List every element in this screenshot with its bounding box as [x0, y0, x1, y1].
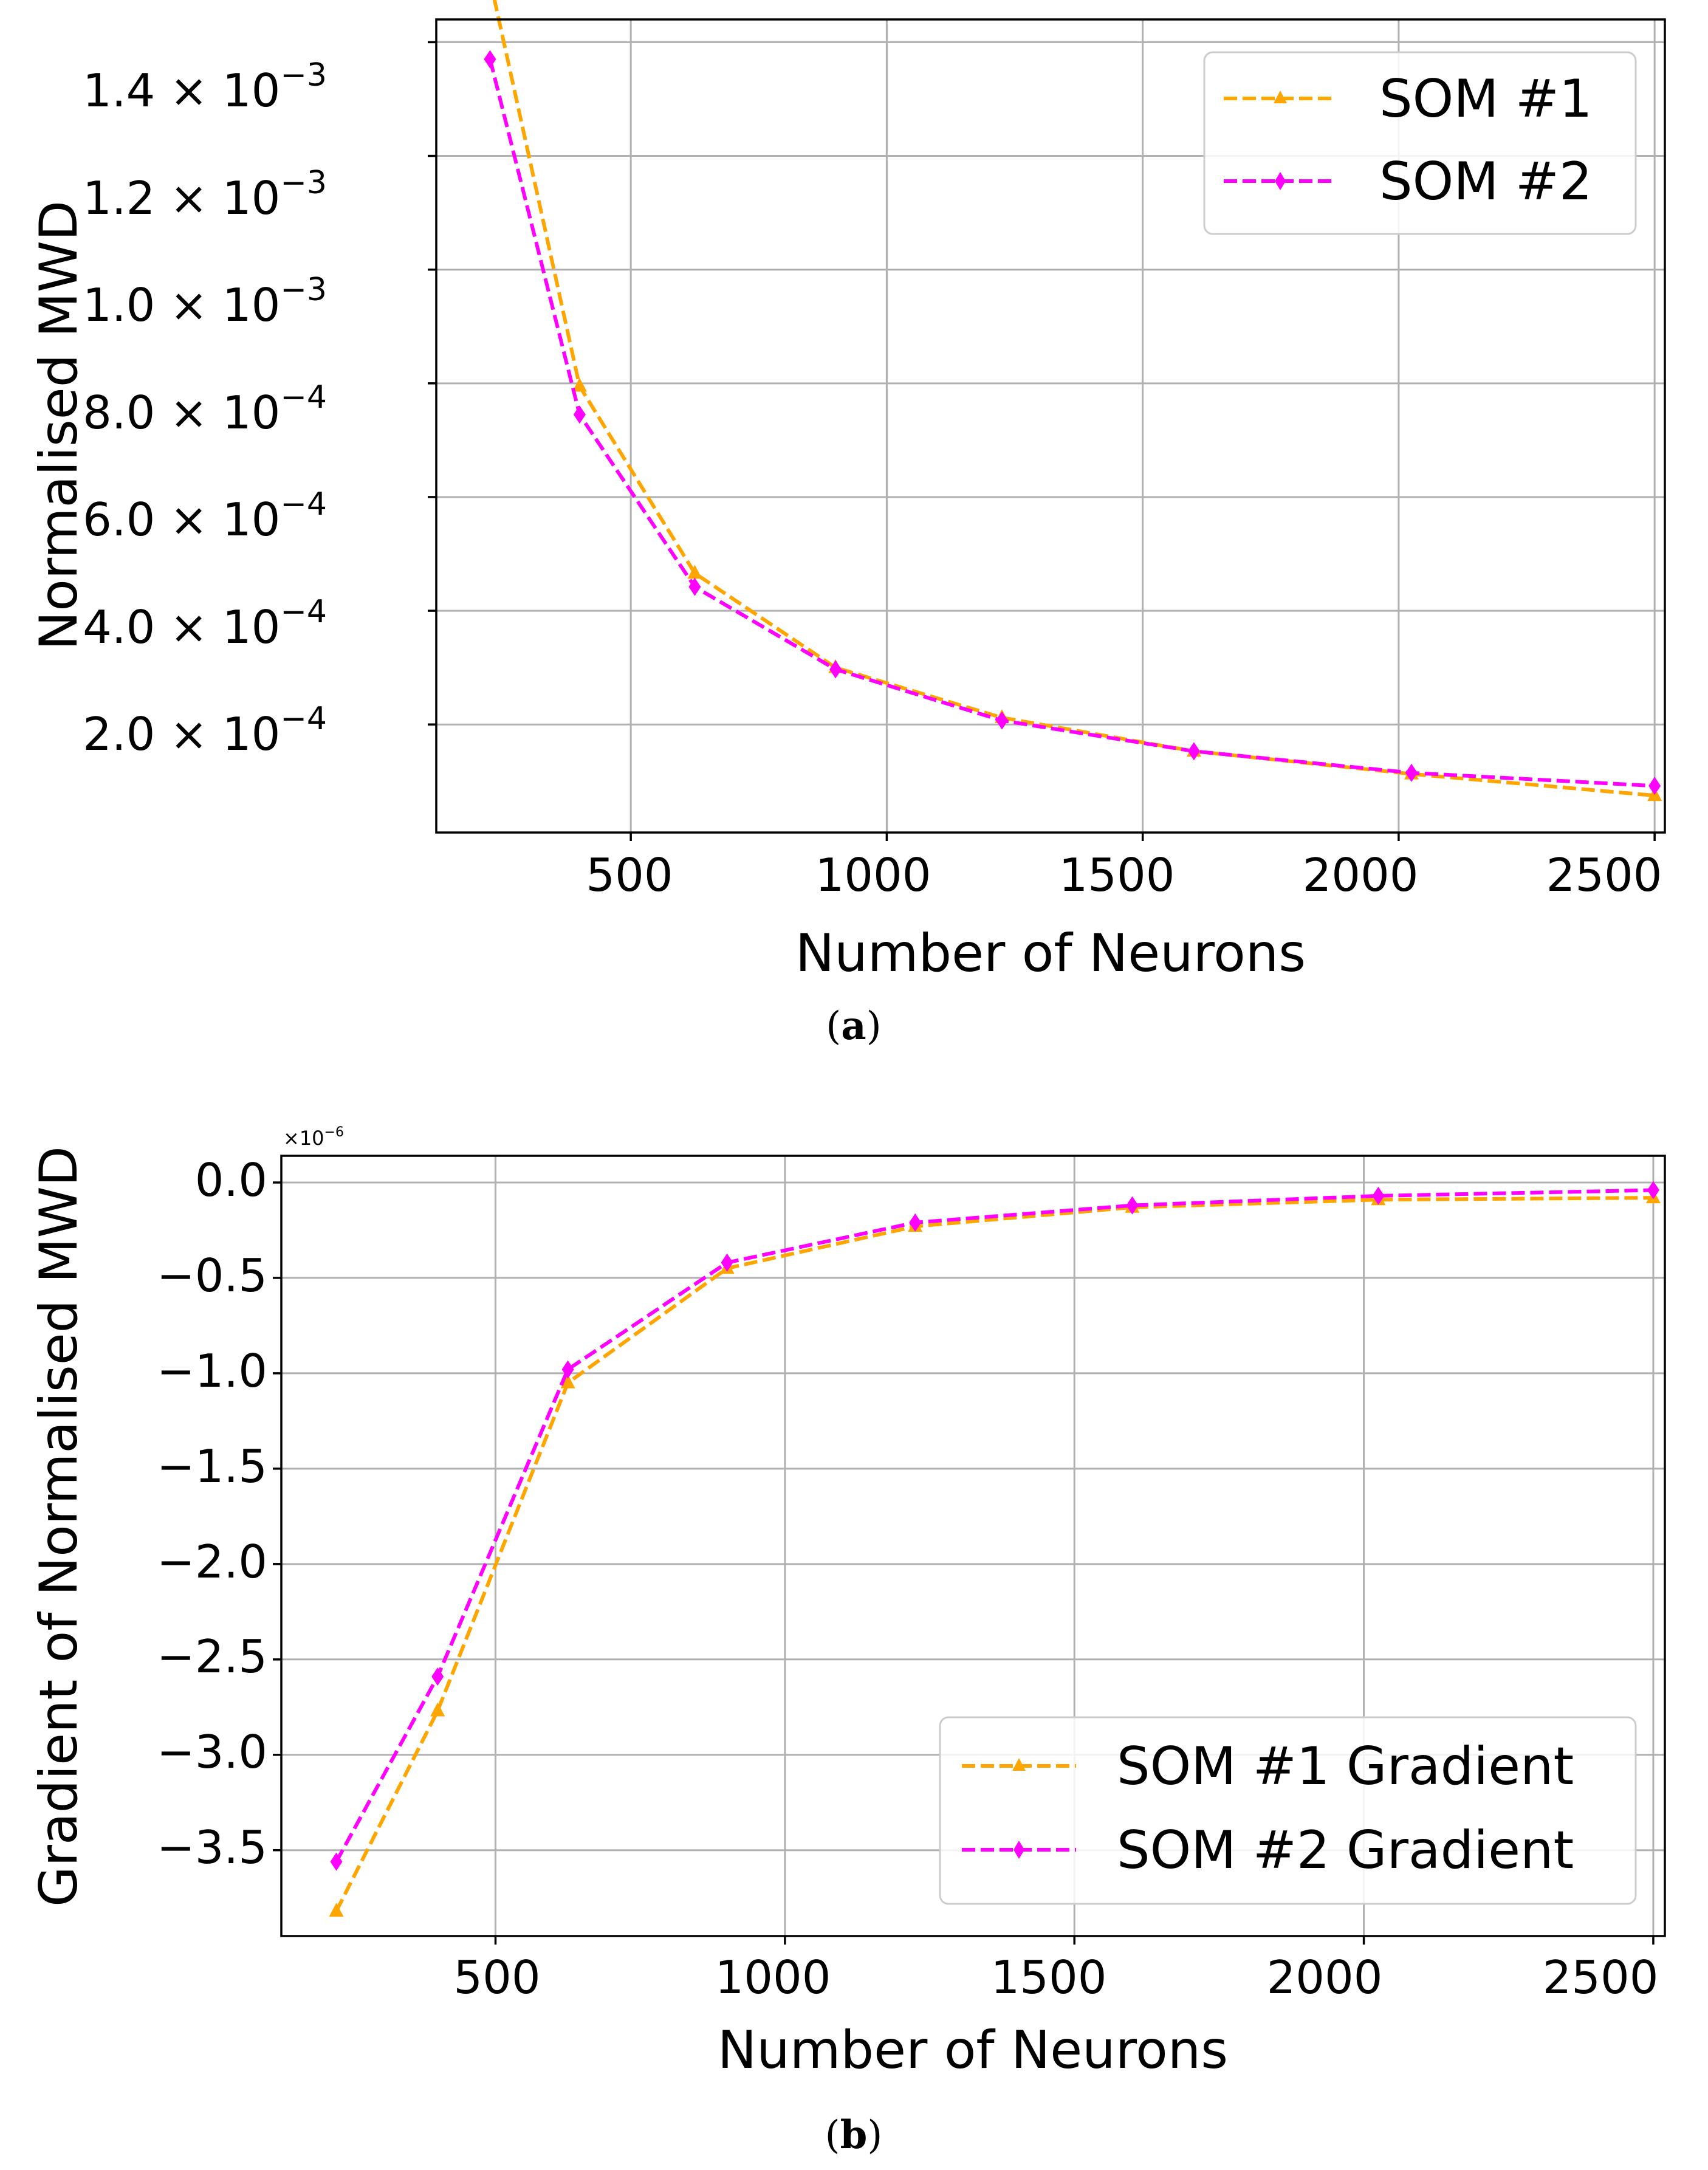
panel-a-series-2-point — [1405, 763, 1418, 782]
panel-b-ylabel: Gradient of Normalised MWD — [29, 1146, 89, 1907]
panel-a-caption: (a) — [826, 1003, 881, 1049]
panel-a-legend-marker-som1 — [1274, 91, 1287, 103]
panel-b-series-2-point — [1372, 1186, 1385, 1205]
panel-a-ytick-label: 6.0 × 10−4 — [83, 486, 327, 546]
panel-a-lines — [484, 0, 1662, 802]
panel-b-series-2-point — [431, 1667, 444, 1686]
panel-b-legend-label-som1: SOM #1 Gradient — [1117, 1736, 1574, 1797]
panel-a-xtick-labels: 500 1000 1500 2000 2500 — [586, 848, 1662, 902]
panel-b-series-2-line — [334, 1188, 1653, 1863]
panel-a-series-2-point — [688, 577, 701, 596]
panel-b-legend-marker-som2 — [1013, 1841, 1024, 1859]
panel-b-series-2-point — [330, 1852, 343, 1871]
panel-b-offset-text: ×10−6 — [283, 1125, 344, 1150]
panel-b-series-2-point — [561, 1360, 574, 1379]
panel-b-series-1-point — [329, 1903, 344, 1917]
panel-b-series-2-point — [721, 1253, 733, 1272]
panel-b-lines — [329, 1181, 1661, 1917]
panel-a-xlabel: Number of Neurons — [795, 923, 1306, 984]
panel-b-legend-marker-som1 — [1012, 1758, 1026, 1771]
panel-a-legend-label-som2: SOM #2 — [1379, 151, 1593, 212]
panel-a-ytick-label: 2.0 × 10−4 — [83, 701, 327, 761]
panel-b-ytick-label: −1.5 — [157, 1440, 267, 1493]
panel-a-ytick-labels: 2.0 × 10−4 4.0 × 10−4 6.0 × 10−4 8.0 × 1… — [83, 57, 327, 761]
panel-b-xtick-label: 2000 — [1267, 1951, 1383, 2004]
panel-a-xtick-label: 1000 — [815, 848, 931, 902]
panel-a-series-2-point — [1187, 742, 1200, 761]
panel-b-xtick-label: 1000 — [715, 1951, 831, 2004]
panel-b-legend-label-som2: SOM #2 Gradient — [1117, 1820, 1574, 1881]
panel-b-plot-frame — [280, 1155, 1666, 1937]
panel-a-xtick-label: 2500 — [1546, 848, 1662, 902]
panel-a-series-2-point — [484, 50, 496, 69]
panel-a-series-2 — [484, 50, 1661, 795]
panel-b-series-2-point — [1647, 1181, 1659, 1200]
panel-a-xtick-label: 500 — [586, 848, 673, 902]
panel-a-ytick-label: 4.0 × 10−4 — [83, 594, 327, 654]
panel-b-ytick-labels: −3.5 −3.0 −2.5 −2.0 −1.5 −1.0 −0.5 0.0 — [157, 1153, 267, 1874]
panel-a-series-1-point — [687, 565, 702, 579]
panel-b-ytick-label: −2.0 — [157, 1535, 267, 1588]
panel-a-legend: SOM #1 SOM #2 — [1203, 51, 1637, 235]
panel-a-series-2-point — [829, 660, 842, 679]
panel-a-xtick-label: 2000 — [1303, 848, 1419, 902]
panel-a-series-2-point — [995, 711, 1008, 730]
panel-a-grid — [428, 19, 1665, 841]
panel-b-xtick-labels: 500 1000 1500 2000 2500 — [453, 1951, 1658, 2004]
panel-b-series-2-point — [1126, 1196, 1139, 1215]
panel-b-series-2-point — [909, 1213, 922, 1232]
panel-b-xtick-label: 1500 — [991, 1951, 1107, 2004]
panel-a-ylabel: Normalised MWD — [29, 201, 89, 650]
panel-a-legend-label-som1: SOM #1 — [1379, 69, 1593, 129]
panel-b: ×10−6 −3.5 −3.0 −2.5 −2.0 −1.5 −1.0 −0.5… — [29, 1125, 1666, 2158]
panel-a-plot-frame — [435, 18, 1666, 834]
panel-b-ytick-label: −0.5 — [157, 1249, 267, 1302]
panel-b-xtick-label: 500 — [453, 1951, 540, 2004]
panel-a-series-1-point — [572, 377, 587, 392]
panel-a: 2.0 × 10−4 4.0 × 10−4 6.0 × 10−4 8.0 × 1… — [29, 0, 1666, 1049]
panel-b-xtick-label: 2500 — [1543, 1951, 1659, 2004]
panel-a-series-2-point — [1648, 777, 1661, 795]
panel-b-ytick-label: −3.5 — [157, 1821, 267, 1874]
panel-b-legend: SOM #1 Gradient SOM #2 Gradient — [939, 1716, 1637, 1905]
panel-b-legend-box — [939, 1716, 1637, 1905]
panel-a-ytick-label: 1.2 × 10−3 — [83, 165, 327, 225]
panel-a-ytick-label: 1.4 × 10−3 — [83, 57, 327, 117]
panel-b-series-1-point — [430, 1702, 445, 1717]
panel-b-xlabel: Number of Neurons — [718, 2020, 1228, 2081]
panel-b-ytick-label: −2.5 — [157, 1630, 267, 1683]
panel-b-ytick-label: −1.0 — [157, 1344, 267, 1398]
panel-b-series-2 — [330, 1181, 1659, 1871]
panel-b-caption: (b) — [825, 2112, 883, 2158]
panel-b-ytick-label: −3.0 — [157, 1725, 267, 1779]
panel-a-series-2-line — [488, 58, 1655, 788]
panel-a-ytick-label: 1.0 × 10−3 — [83, 272, 327, 332]
panel-b-series-1-point — [560, 1374, 575, 1389]
panel-a-xtick-label: 1500 — [1059, 848, 1175, 902]
panel-a-series-2-point — [573, 405, 586, 424]
panel-a-legend-marker-som2 — [1275, 172, 1286, 190]
panel-b-ytick-label: 0.0 — [195, 1153, 267, 1207]
panel-a-ytick-label: 8.0 × 10−4 — [83, 379, 327, 439]
panel-b-series-1-line — [334, 1196, 1653, 1912]
